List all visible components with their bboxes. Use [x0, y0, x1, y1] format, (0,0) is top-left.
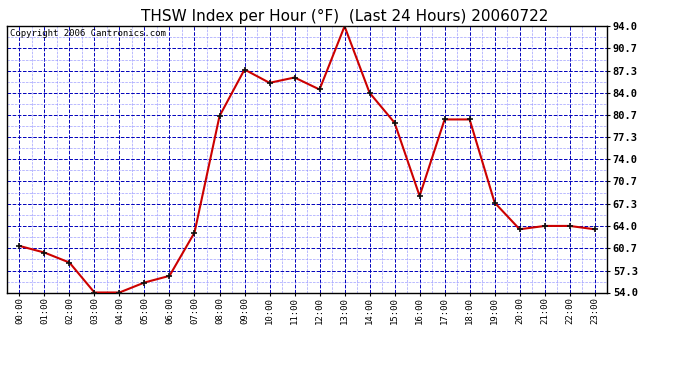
Text: Copyright 2006 Cantronics.com: Copyright 2006 Cantronics.com — [10, 29, 166, 38]
Text: THSW Index per Hour (°F)  (Last 24 Hours) 20060722: THSW Index per Hour (°F) (Last 24 Hours)… — [141, 9, 549, 24]
